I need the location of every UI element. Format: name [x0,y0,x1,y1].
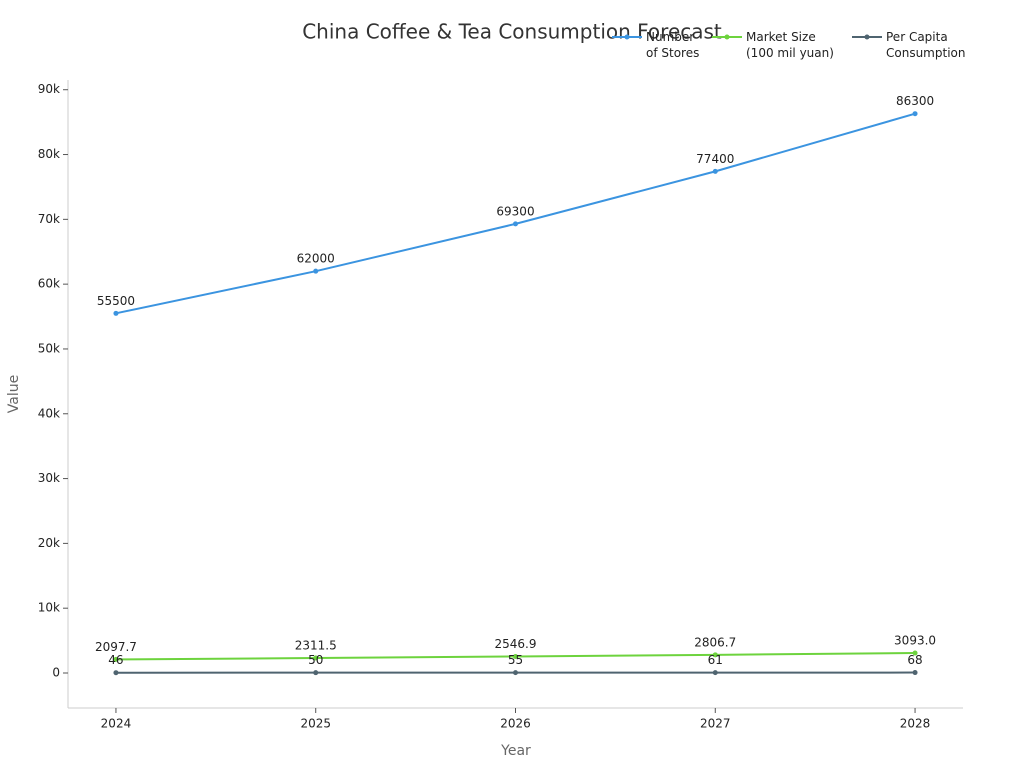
data-label: 3093.0 [894,633,936,647]
data-point [113,670,119,676]
data-label: 77400 [696,152,734,166]
legend-swatch [852,34,882,40]
y-axis-title: Value [6,375,22,413]
data-point [712,670,718,676]
data-point [513,653,518,659]
legend-label: Number of Stores [646,30,700,60]
data-label: 50 [308,653,323,667]
legend-item: Per Capita Consumption [852,29,970,61]
data-label: 55 [508,653,523,667]
legend-label: Per Capita Consumption [886,30,966,60]
data-point [313,268,319,274]
legend: Number of Stores Market Size (100 mil yua… [612,29,970,61]
y-tick-label: 10k [38,601,60,615]
data-label: 46 [108,653,123,667]
x-tick-label: 2027 [700,717,731,731]
data-label: 61 [708,653,723,667]
x-tick-label: 2026 [500,717,531,731]
data-label: 68 [907,653,922,667]
data-label: 62000 [297,252,335,266]
y-tick-label: 40k [38,406,60,420]
data-point [712,168,718,174]
data-label: 2311.5 [295,639,337,653]
data-point [513,221,518,227]
data-point [113,310,119,316]
data-label: 86300 [896,94,934,108]
y-tick-label: 70k [38,212,60,226]
data-point [513,670,518,676]
data-label: 2097.7 [95,640,137,654]
data-label: 69300 [496,204,534,218]
data-point [912,111,918,117]
data-label: 2546.9 [495,637,537,651]
data-point [113,656,119,662]
x-tick-label: 2024 [101,717,132,731]
legend-swatch [712,34,742,40]
data-label: 55500 [97,294,135,308]
x-axis-title: Year [500,743,531,759]
legend-label: Market Size (100 mil yuan) [746,30,834,60]
y-tick-label: 50k [38,341,60,355]
x-tick-label: 2025 [300,717,331,731]
data-point [313,655,319,661]
legend-item: Market Size (100 mil yuan) [712,29,842,61]
data-point [912,670,918,676]
y-tick-label: 20k [38,536,60,550]
y-tick-label: 90k [38,82,60,96]
y-tick-label: 60k [38,277,60,291]
data-point [313,670,319,676]
x-tick-label: 2028 [900,717,931,731]
chart-title: China Coffee & Tea Consumption Forecast [302,20,722,44]
data-label: 2806.7 [694,635,736,649]
data-point [912,650,918,656]
y-tick-label: 30k [38,471,60,485]
legend-item: Number of Stores [612,29,702,61]
data-point [712,652,718,658]
y-tick-label: 0 [52,666,60,680]
y-tick-label: 80k [38,147,60,161]
legend-swatch [612,34,642,40]
